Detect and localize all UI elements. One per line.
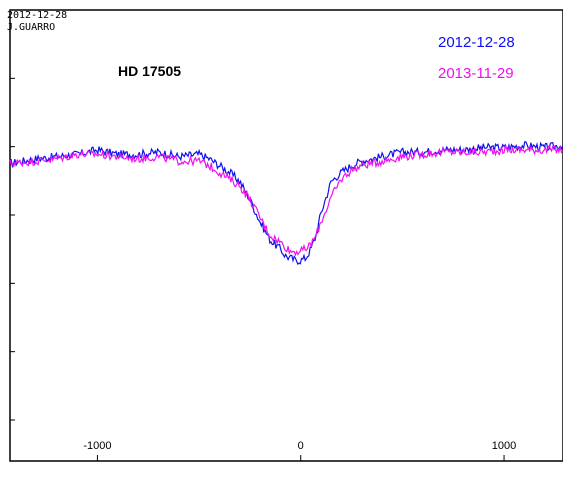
- legend-entry-2013-11-29: 2013-11-29: [438, 65, 514, 82]
- y-axis-ticks: [10, 77, 15, 421]
- plot-frame: [9, 9, 563, 462]
- header-observer: J.GUARRO: [7, 22, 55, 33]
- series-line-2013-11-29: [9, 144, 563, 257]
- series-group: [9, 140, 563, 266]
- x-tick-label: -1000: [83, 440, 111, 452]
- series-line-2012-12-28: [9, 140, 563, 266]
- x-tick-label: 1000: [492, 440, 516, 452]
- x-axis-ticks: [96, 455, 505, 461]
- x-tick-label: 0: [298, 440, 304, 452]
- legend-entry-2012-12-28: 2012-12-28: [438, 34, 515, 51]
- x-axis-tick-labels: -1000 0 1000: [83, 440, 516, 452]
- chart-title: HD 17505: [118, 63, 181, 79]
- header-date: 2012-12-28: [7, 10, 67, 21]
